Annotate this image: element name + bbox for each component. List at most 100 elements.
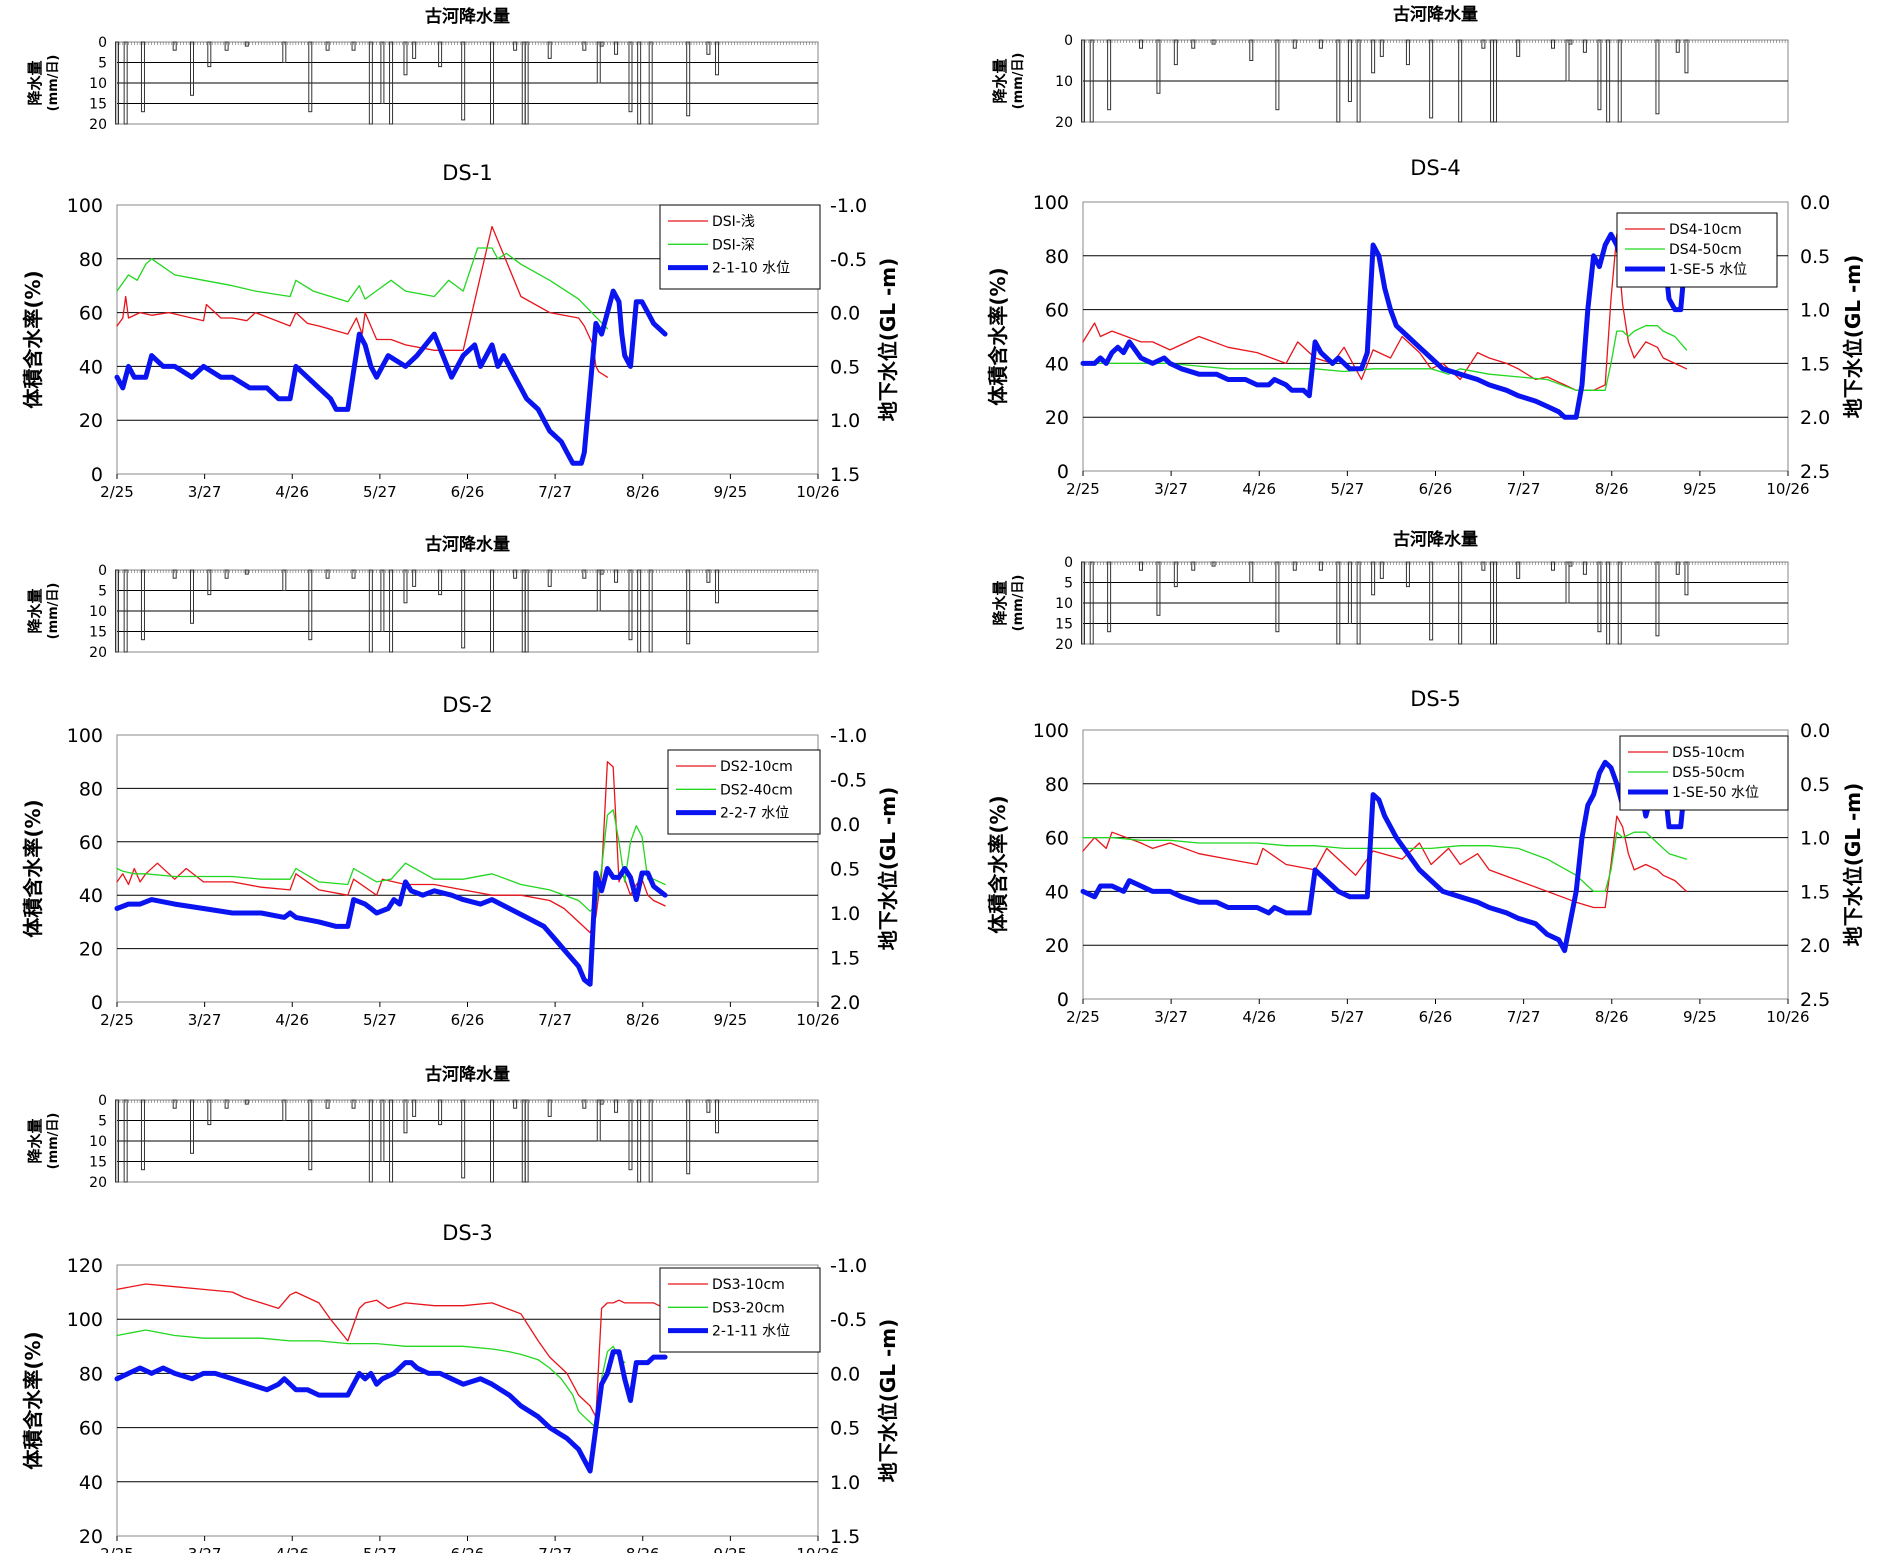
- right-y-tick-label: 1.0: [1800, 300, 1830, 322]
- rain-bar: [1481, 39, 1486, 49]
- rain-bar: [1139, 39, 1144, 49]
- left-y-tick-label: 20: [79, 939, 103, 961]
- x-tick-label: 5/27: [363, 483, 397, 501]
- x-tick-label: 2/25: [1066, 1008, 1100, 1026]
- rain-chart-title: 古河降水量: [1393, 529, 1478, 550]
- legend-entry: DS4-50cm: [1669, 242, 1742, 258]
- rain-y-tick-label: 10: [89, 76, 107, 92]
- rain-bar: [614, 569, 619, 583]
- rain-bar: [224, 1099, 229, 1109]
- right-y-tick-label: -0.5: [830, 249, 867, 271]
- rain-bar: [1684, 39, 1689, 74]
- x-tick-label: 7/27: [1507, 480, 1541, 498]
- rain-y-tick-label: 20: [1055, 115, 1073, 131]
- series-line-deep: [1082, 325, 1688, 391]
- rain-bar: [1675, 561, 1680, 575]
- rain-bar: [1318, 561, 1323, 571]
- rain-bar: [1107, 39, 1112, 111]
- rain-bar: [403, 569, 408, 604]
- x-tick-label: 2/25: [100, 1545, 134, 1553]
- right-y-axis-label: 地下水位(GL -m): [876, 258, 900, 422]
- rain-bar: [282, 569, 287, 591]
- rain-bar: [1458, 561, 1463, 645]
- rain-bar: [207, 41, 212, 68]
- rain-y-tick-label: 5: [98, 56, 107, 72]
- rain-bar: [1173, 39, 1178, 66]
- rain-bar: [403, 1099, 408, 1134]
- series-line-deep: [1082, 831, 1688, 893]
- rain-bar: [389, 1099, 394, 1183]
- rain-bar: [368, 569, 373, 653]
- rain-bar: [172, 41, 177, 51]
- rain-bar: [1191, 39, 1196, 49]
- left-y-tick-label: 60: [79, 832, 103, 854]
- right-y-tick-label: -1.0: [830, 1255, 867, 1277]
- rain-bar: [1336, 39, 1341, 123]
- rain-y-tick-label: 15: [89, 1155, 107, 1171]
- chart-title: DS-4: [1410, 156, 1460, 180]
- left-y-tick-label: 0: [1057, 989, 1069, 1011]
- left-y-tick-label: 20: [1045, 935, 1069, 957]
- moisture-chart-ds-5: DS-5 0 20 40 60 80 100 0.0 0.5 1.0 1.5 2.0 2.5 2/25 3/…: [986, 687, 1865, 1026]
- rain-bar: [1655, 561, 1660, 637]
- rain-bar: [1551, 561, 1555, 571]
- x-tick-label: 8/26: [1595, 1008, 1629, 1026]
- rain-bar: [715, 41, 720, 76]
- rain-bar: [1597, 561, 1602, 633]
- rain-bar: [1379, 39, 1384, 57]
- right-y-tick-label: -1.0: [830, 195, 867, 217]
- rain-bar: [524, 41, 529, 125]
- rain-bar: [1347, 39, 1352, 102]
- rain-bar: [403, 41, 408, 76]
- rain-bar: [1606, 561, 1611, 645]
- right-y-tick-label: 1.0: [830, 410, 860, 432]
- rain-bar: [637, 1099, 642, 1183]
- x-tick-label: 6/26: [451, 1545, 485, 1553]
- rain-bar: [123, 569, 128, 653]
- rain-bar: [1675, 39, 1680, 53]
- rain-bar: [172, 569, 177, 579]
- left-y-tick-label: 100: [67, 725, 103, 747]
- legend-entry: DSI-深: [712, 237, 755, 253]
- rain-bar: [1173, 561, 1178, 588]
- left-y-axis-label: 体積含水率(%): [21, 270, 45, 408]
- right-y-tick-label: 1.5: [830, 464, 860, 486]
- svg-text:(mm/日): (mm/日): [46, 55, 61, 112]
- rain-bar: [380, 569, 385, 632]
- right-y-tick-label: 1.5: [1800, 353, 1830, 375]
- rain-bar: [1655, 39, 1660, 115]
- rain-chart: 古河降水量 0 10 20 降水量 (mm/日): [991, 4, 1789, 131]
- left-y-tick-label: 80: [79, 249, 103, 271]
- legend-entry: 2-1-11 水位: [712, 1324, 790, 1340]
- rain-bar: [224, 41, 229, 51]
- rain-bar: [123, 1099, 128, 1183]
- left-y-tick-label: 0: [1057, 461, 1069, 483]
- rain-bar: [140, 569, 145, 641]
- rain-bar: [1379, 561, 1384, 579]
- chart-title: DS-2: [442, 693, 492, 717]
- chart-title: DS-5: [1410, 687, 1460, 711]
- x-tick-label: 10/26: [1766, 1008, 1809, 1026]
- left-y-tick-label: 60: [79, 1418, 103, 1440]
- x-tick-label: 9/25: [714, 1011, 748, 1029]
- x-tick-label: 3/27: [188, 483, 222, 501]
- x-tick-label: 2/25: [100, 483, 134, 501]
- rain-bar: [1429, 39, 1434, 119]
- rain-bar: [115, 1099, 119, 1183]
- rain-bar: [461, 41, 466, 121]
- rain-bar: [513, 41, 518, 51]
- right-y-tick-label: 1.0: [1800, 828, 1830, 850]
- legend-entry: DS5-50cm: [1672, 765, 1745, 781]
- left-y-tick-label: 80: [1045, 246, 1069, 268]
- rain-bar: [524, 1099, 529, 1183]
- rain-bar: [1107, 561, 1112, 633]
- rain-chart-title: 古河降水量: [425, 1064, 510, 1085]
- left-y-tick-label: 40: [1045, 881, 1069, 903]
- rain-bar: [1191, 561, 1196, 571]
- legend: DS3-10cm DS3-20cm 2-1-11 水位: [659, 1267, 821, 1353]
- rain-bar: [1089, 39, 1094, 123]
- x-tick-label: 3/27: [188, 1545, 222, 1553]
- x-tick-label: 6/26: [1419, 480, 1453, 498]
- rain-y-tick-label: 15: [1055, 617, 1073, 633]
- rain-bar: [1617, 39, 1622, 123]
